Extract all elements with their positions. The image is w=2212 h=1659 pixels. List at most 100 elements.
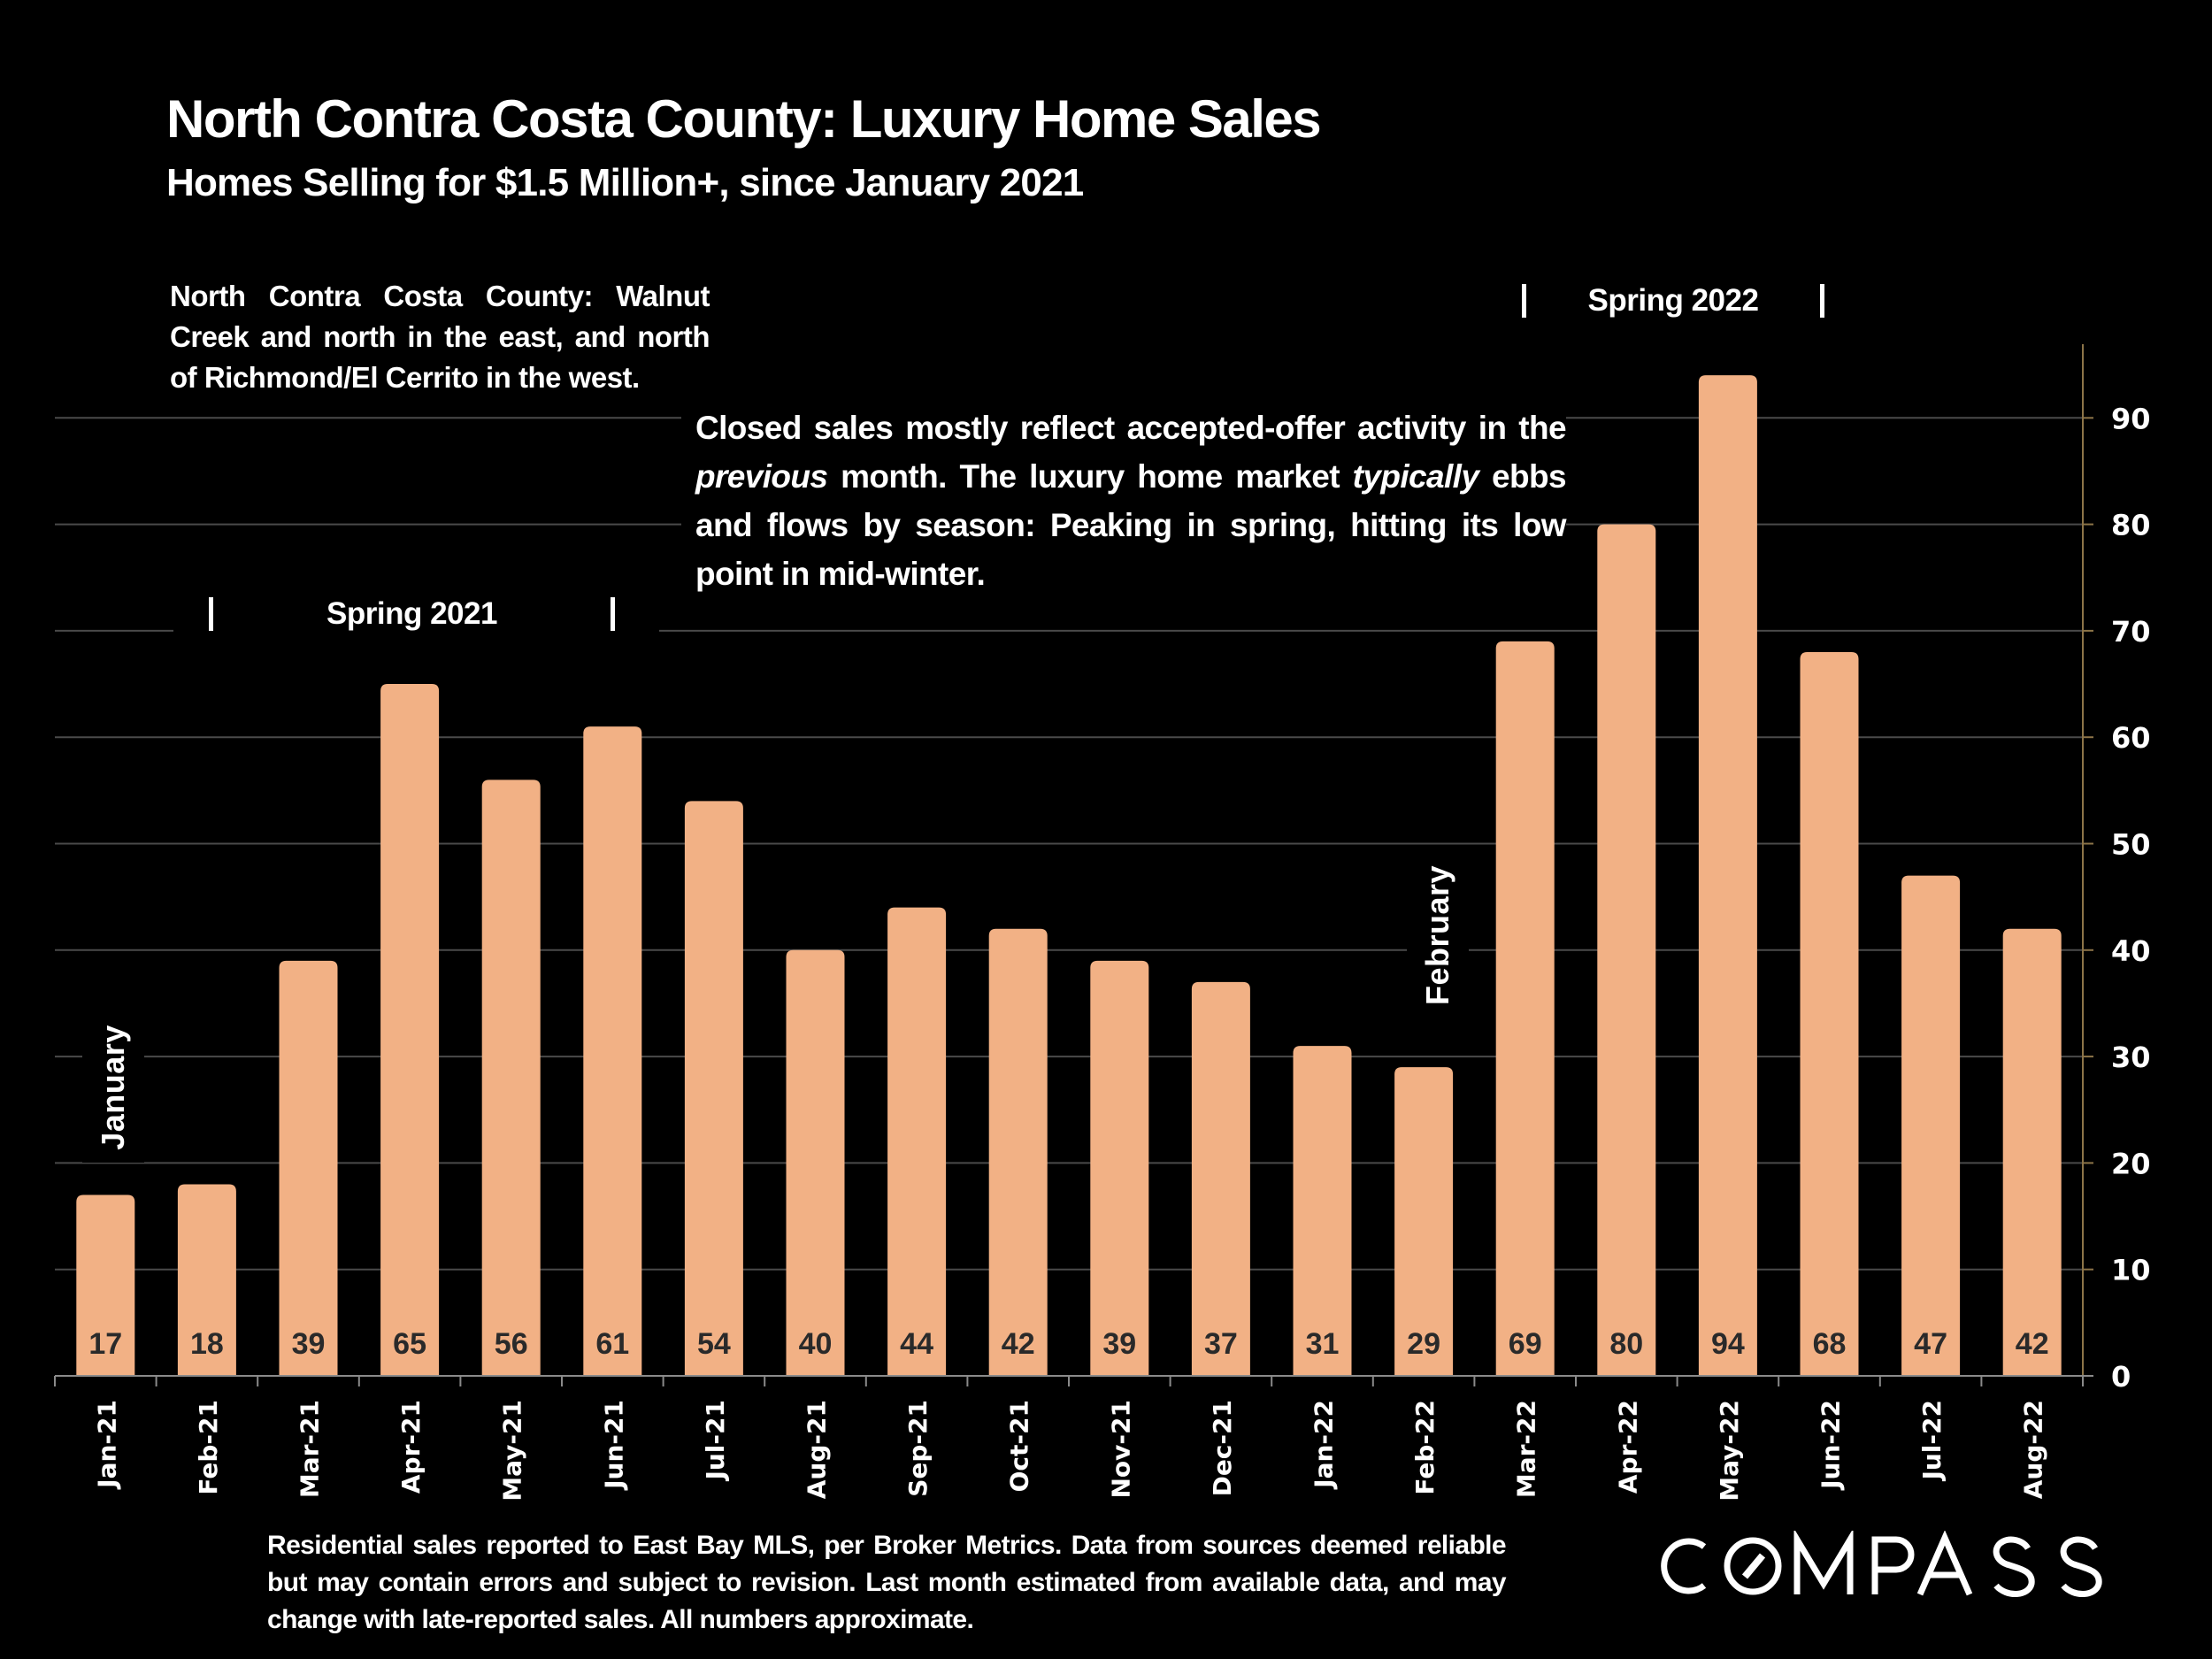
bar-value-label: 94 bbox=[1711, 1327, 1745, 1361]
x-tick-label: Jul-22 bbox=[1917, 1400, 1947, 1482]
bar bbox=[786, 949, 845, 1376]
x-tick-label: Jun-21 bbox=[599, 1400, 628, 1491]
bar-value-label: 65 bbox=[393, 1327, 426, 1361]
y-tick-label: 70 bbox=[2111, 615, 2151, 649]
bar-value-label: 47 bbox=[1914, 1327, 1947, 1361]
bar bbox=[1597, 524, 1656, 1376]
logo-letter-c bbox=[1661, 1538, 1707, 1594]
bars bbox=[76, 375, 2062, 1377]
bar bbox=[1293, 1046, 1352, 1376]
bar-value-label: 54 bbox=[697, 1327, 731, 1361]
x-tick-label: Mar-21 bbox=[296, 1400, 325, 1498]
y-tick-label: 40 bbox=[2111, 934, 2151, 968]
bar bbox=[1191, 981, 1250, 1376]
x-tick-label: Jun-22 bbox=[1816, 1400, 1846, 1491]
x-tick-label: Feb-21 bbox=[194, 1400, 223, 1495]
bar-value-label: 80 bbox=[1609, 1327, 1643, 1361]
x-tick-label: Sep-21 bbox=[903, 1400, 933, 1497]
bar bbox=[279, 960, 338, 1376]
bar-value-label: 42 bbox=[1002, 1327, 1035, 1361]
bar bbox=[887, 907, 947, 1376]
bar-value-label: 40 bbox=[799, 1327, 833, 1361]
compass-logo bbox=[1661, 1531, 2102, 1597]
bar bbox=[1495, 641, 1555, 1376]
bar bbox=[2002, 928, 2062, 1376]
bar bbox=[1901, 875, 1961, 1376]
bar-value-label: 37 bbox=[1204, 1327, 1238, 1361]
bar bbox=[988, 928, 1048, 1376]
footnote: Residential sales reported to East Bay M… bbox=[267, 1531, 1507, 1634]
x-tick-label: Jan-21 bbox=[92, 1400, 121, 1490]
y-tick-label: 20 bbox=[2111, 1147, 2151, 1180]
bar-value-label: 18 bbox=[190, 1327, 224, 1361]
y-tick-label: 60 bbox=[2111, 721, 2151, 755]
chart-title: North Contra Costa County: Luxury Home S… bbox=[166, 89, 1322, 149]
logo-letter-m bbox=[1793, 1531, 1854, 1594]
market-note-text: Closed sales mostly reflect accepted-off… bbox=[695, 410, 1567, 446]
bar-value-label: 69 bbox=[1509, 1327, 1542, 1361]
bar-value-label: 39 bbox=[292, 1327, 326, 1361]
x-tick-label: Aug-21 bbox=[803, 1400, 832, 1499]
february-label: February bbox=[1407, 860, 1469, 1010]
x-tick-label: Nov-21 bbox=[1106, 1400, 1135, 1499]
labels: 0 10 20 30 40 50 60 70 80 90 17 Jan-21 18 Feb-21 39 Mar… bbox=[88, 402, 2150, 1501]
spring-2021-marker: Spring 2021 bbox=[173, 588, 659, 641]
logo-compass-needle-icon bbox=[1741, 1553, 1766, 1579]
january-label: January bbox=[82, 1012, 144, 1163]
x-tick-label: Apr-21 bbox=[396, 1400, 426, 1494]
bar bbox=[177, 1184, 236, 1376]
bar bbox=[1090, 960, 1149, 1376]
logo-letter-a bbox=[1916, 1531, 1973, 1596]
x-tick-label: Mar-22 bbox=[1512, 1400, 1541, 1498]
axes bbox=[54, 344, 2093, 1386]
y-tick-label: 90 bbox=[2111, 402, 2151, 435]
x-tick-label: May-22 bbox=[1715, 1400, 1744, 1502]
bar-value-label: 39 bbox=[1102, 1327, 1136, 1361]
bar bbox=[380, 684, 440, 1376]
season-end-marker bbox=[1819, 284, 1824, 318]
bar bbox=[583, 726, 642, 1376]
x-tick-label: May-21 bbox=[498, 1400, 527, 1502]
spring-2022-marker: Spring 2022 bbox=[1504, 274, 1858, 327]
bar-value-label: 42 bbox=[2016, 1327, 2049, 1361]
x-tick-label: Jan-22 bbox=[1310, 1400, 1339, 1490]
season-end-marker bbox=[610, 597, 615, 631]
region-note: North Contra Costa County: Walnut Creek … bbox=[170, 276, 710, 398]
y-tick-label: 30 bbox=[2111, 1041, 2151, 1074]
bar bbox=[1394, 1067, 1454, 1376]
market-note: Closed sales mostly reflect accepted-off… bbox=[681, 403, 1567, 607]
bar-value-label: 44 bbox=[900, 1327, 933, 1361]
market-note-italic-typically: typically bbox=[1352, 458, 1479, 495]
bar bbox=[1800, 651, 1859, 1376]
bar bbox=[481, 780, 541, 1376]
x-tick-label: Jul-21 bbox=[701, 1400, 730, 1482]
market-note-italic-previous: previous bbox=[695, 458, 828, 495]
y-tick-label: 10 bbox=[2111, 1254, 2151, 1287]
y-tick-label: 50 bbox=[2111, 828, 2151, 862]
y-tick-label: 80 bbox=[2111, 509, 2151, 542]
bar-value-label: 68 bbox=[1813, 1327, 1847, 1361]
spring-2021-label: Spring 2021 bbox=[326, 596, 497, 631]
bar bbox=[1698, 375, 1757, 1377]
bar-value-label: 17 bbox=[88, 1327, 122, 1361]
bar-value-label: 56 bbox=[495, 1327, 528, 1361]
bar bbox=[684, 801, 743, 1376]
bar bbox=[76, 1194, 135, 1376]
season-start-marker bbox=[209, 597, 213, 631]
x-tick-label: Feb-22 bbox=[1410, 1400, 1440, 1495]
x-tick-label: Dec-21 bbox=[1208, 1400, 1237, 1496]
bar-value-label: 29 bbox=[1407, 1327, 1440, 1361]
bar-value-label: 31 bbox=[1306, 1327, 1340, 1361]
season-start-marker bbox=[1522, 284, 1526, 318]
x-tick-label: Apr-22 bbox=[1613, 1400, 1642, 1494]
spring-2022-label: Spring 2022 bbox=[1587, 283, 1759, 318]
market-note-text: ebbs and flows by season: Peaking in spr… bbox=[695, 458, 1567, 592]
logo-letter-p bbox=[1871, 1536, 1915, 1594]
y-tick-label: 0 bbox=[2111, 1360, 2131, 1394]
chart-subtitle: Homes Selling for $1.5 Million+, since J… bbox=[166, 161, 1084, 204]
logo-letter-s bbox=[2060, 1536, 2102, 1597]
x-tick-label: Oct-21 bbox=[1005, 1400, 1034, 1492]
logo-letter-o bbox=[1724, 1537, 1782, 1595]
bar-value-label: 61 bbox=[595, 1327, 629, 1361]
